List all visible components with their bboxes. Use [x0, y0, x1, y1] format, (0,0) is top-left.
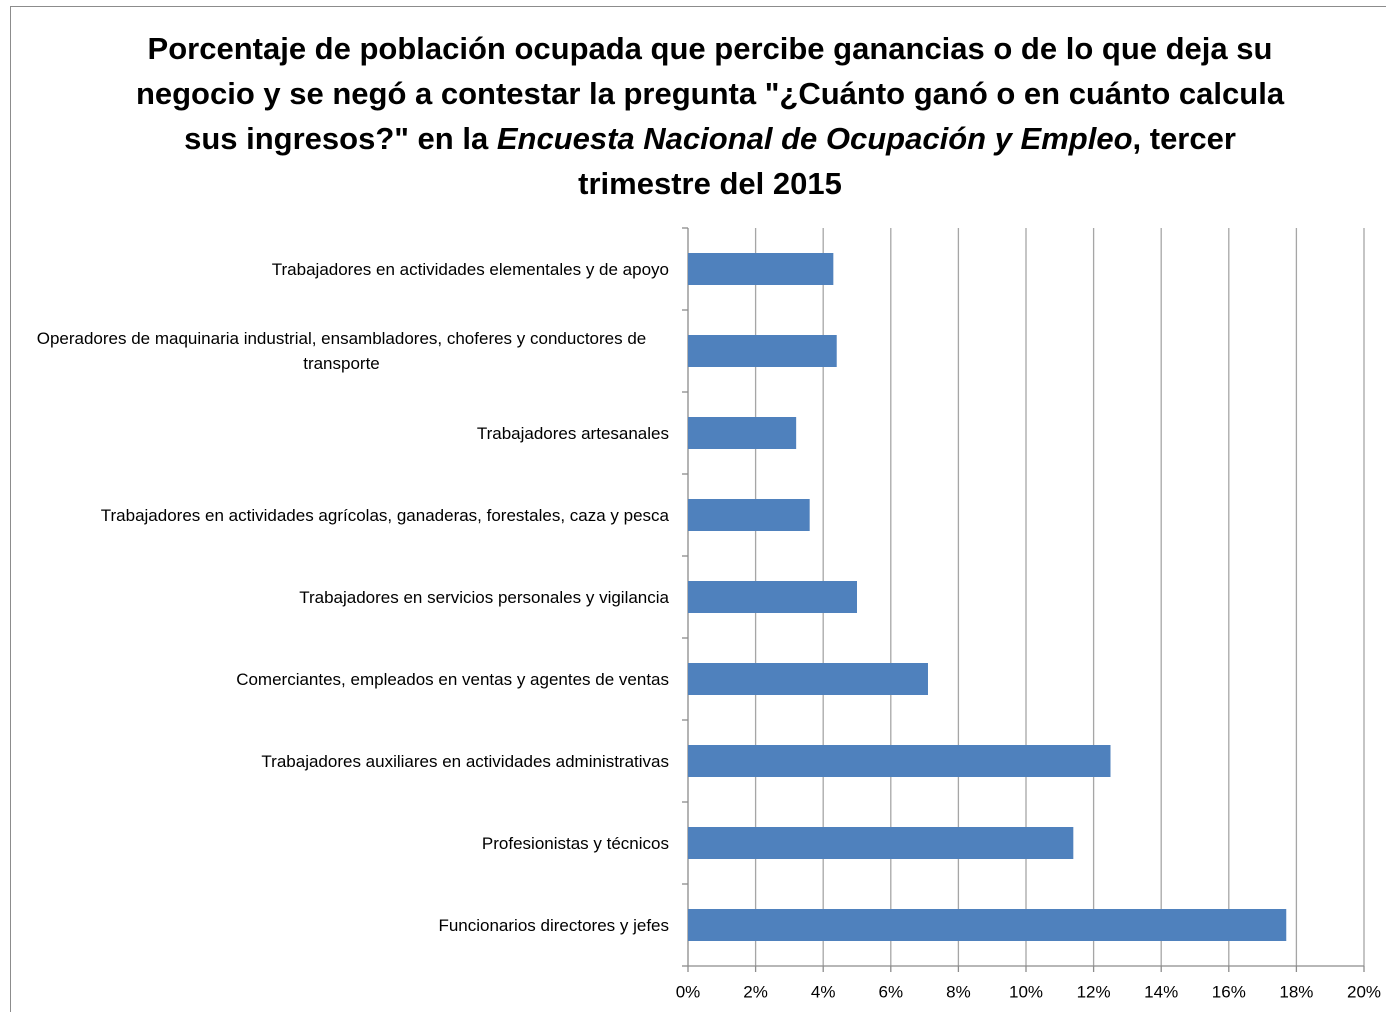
- x-tick-label: 6%: [879, 982, 904, 1001]
- x-tick-label: 2%: [743, 982, 768, 1001]
- bar: [688, 663, 928, 695]
- bar: [688, 909, 1287, 941]
- x-tick-label: 20%: [1347, 982, 1381, 1001]
- y-tick-label: Trabajadores auxiliares en actividades a…: [261, 751, 669, 771]
- x-tick-label: 16%: [1212, 982, 1246, 1001]
- chart-title: Porcentaje de población ocupada que perc…: [120, 26, 1300, 206]
- y-tick-label-box: Funcionarios directores y jefes: [14, 885, 669, 965]
- x-tick-label: 12%: [1077, 982, 1111, 1001]
- y-tick-label: Trabajadores artesanales: [476, 423, 669, 443]
- x-tick-label: 14%: [1144, 982, 1178, 1001]
- y-tick-label-box: Trabajadores artesanales: [14, 393, 669, 473]
- title-part: Porcentaje de población ocupada que perc…: [135, 31, 1285, 156]
- x-tick-label: 4%: [811, 982, 836, 1001]
- bar: [688, 745, 1111, 777]
- x-tick-label: 18%: [1279, 982, 1313, 1001]
- bar: [688, 253, 834, 285]
- bar: [688, 335, 837, 367]
- y-tick-label-box: Operadores de maquinaria industrial, ens…: [14, 311, 669, 391]
- y-tick-label-box: Profesionistas y técnicos: [14, 803, 669, 883]
- bar: [688, 417, 797, 449]
- y-tick-label: Comerciantes, empleados en ventas y agen…: [236, 669, 669, 689]
- y-tick-label: Trabajadores en actividades elementales …: [271, 259, 669, 279]
- title-part: , tercer trimestre del 2015: [578, 121, 1236, 201]
- y-tick-label: Operadores de maquinaria industrial, ens…: [36, 329, 647, 373]
- bar: [688, 499, 810, 531]
- y-tick-label: Profesionistas y técnicos: [481, 833, 669, 853]
- y-tick-label-box: Trabajadores en servicios personales y v…: [14, 557, 669, 637]
- y-tick-label-box: Trabajadores auxiliares en actividades a…: [14, 721, 669, 801]
- y-tick-label: Trabajadores en actividades agrícolas, g…: [100, 505, 669, 525]
- bar: [688, 581, 857, 613]
- chart-frame: [10, 6, 1386, 1012]
- bar: [688, 827, 1074, 859]
- y-tick-label: Trabajadores en servicios personales y v…: [299, 587, 669, 607]
- y-tick-label: Funcionarios directores y jefes: [438, 915, 669, 935]
- x-tick-label: 10%: [1009, 982, 1043, 1001]
- y-tick-label-box: Trabajadores en actividades agrícolas, g…: [14, 475, 669, 555]
- x-tick-label: 8%: [946, 982, 971, 1001]
- y-tick-label-box: Trabajadores en actividades elementales …: [14, 229, 669, 309]
- x-tick-label: 0%: [676, 982, 701, 1001]
- y-tick-label-box: Comerciantes, empleados en ventas y agen…: [14, 639, 669, 719]
- title-part: Encuesta Nacional de Ocupación y Empleo: [496, 121, 1133, 156]
